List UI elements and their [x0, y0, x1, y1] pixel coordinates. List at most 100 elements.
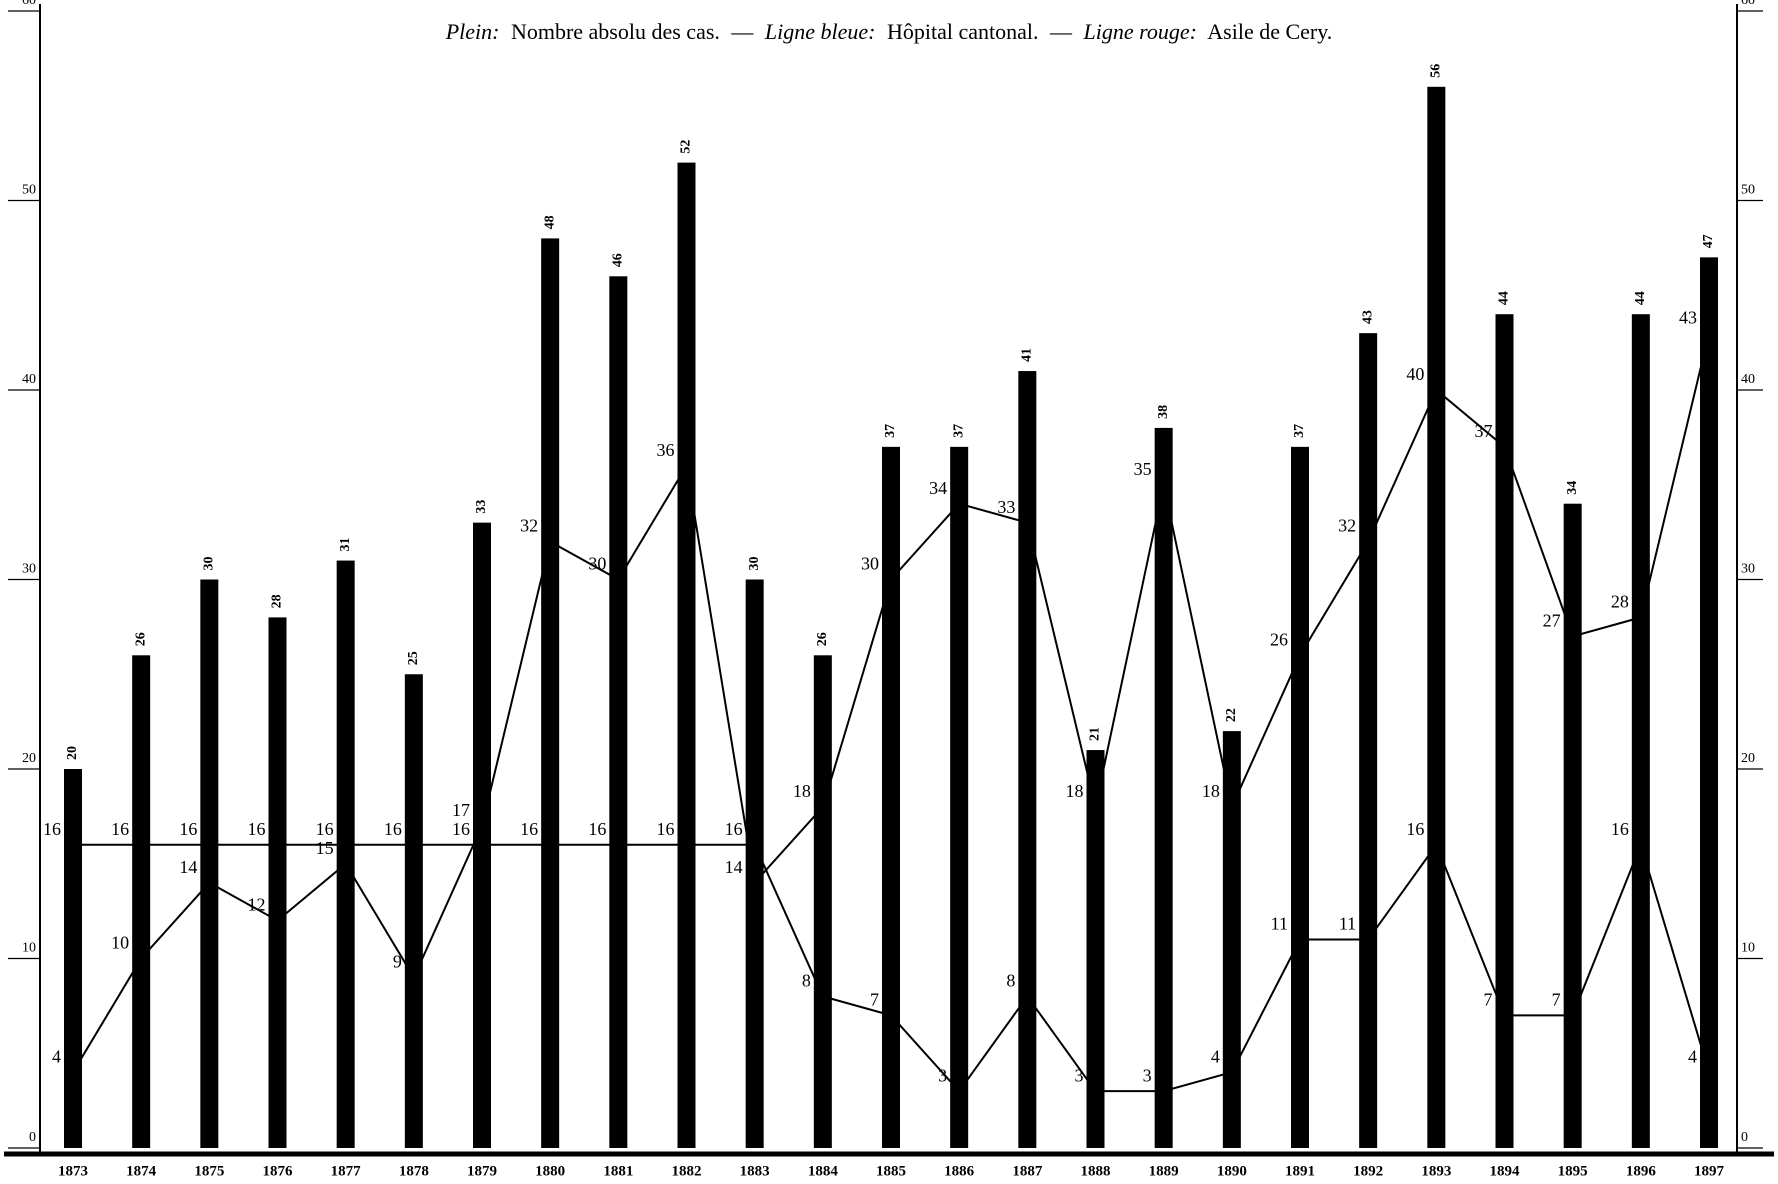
bar: [541, 238, 560, 1148]
bar-value-label: 34: [1565, 481, 1580, 495]
point-value-label: 16: [452, 819, 470, 839]
bar-value-label: 37: [1292, 424, 1307, 438]
x-tick-label: 1895: [1558, 1163, 1588, 1179]
y-tick-label: 40: [22, 372, 36, 387]
legend-separator: —: [730, 19, 754, 44]
bar: [1563, 503, 1582, 1148]
bar: [1427, 86, 1446, 1148]
bar: [609, 276, 628, 1148]
bar: [1018, 371, 1037, 1148]
bar-value-label: 37: [883, 424, 898, 438]
bar-value-label: 48: [542, 215, 557, 229]
point-value-label: 43: [1679, 307, 1697, 327]
x-tick-label: 1885: [876, 1163, 906, 1179]
legend-key: Plein:: [445, 19, 500, 44]
legend-separator: —: [1049, 19, 1073, 44]
x-tick-label: 1881: [603, 1163, 633, 1179]
bar: [1222, 731, 1241, 1148]
y-tick-label: 10: [22, 941, 36, 956]
point-value-label: 17: [452, 800, 470, 820]
x-tick-label: 1896: [1626, 1163, 1657, 1179]
bar-value-label: 43: [1360, 310, 1375, 324]
point-value-label: 16: [43, 819, 61, 839]
point-value-label: 32: [1338, 516, 1356, 536]
bar-value-label: 44: [1633, 291, 1648, 305]
point-value-label: 3: [1143, 1065, 1152, 1085]
y-tick-label-right: 0: [1741, 1130, 1748, 1145]
y-tick-label-right: 50: [1741, 183, 1755, 198]
bar: [950, 446, 969, 1149]
bar: [1359, 333, 1378, 1148]
point-value-label: 12: [248, 895, 266, 915]
point-value-label: 16: [520, 819, 538, 839]
point-value-label: 10: [111, 933, 129, 953]
point-value-label: 14: [179, 857, 197, 877]
x-tick-label: 1883: [740, 1163, 770, 1179]
bar-value-label: 31: [338, 538, 353, 552]
point-value-label: 4: [1688, 1046, 1697, 1066]
point-value-label: 8: [802, 971, 811, 991]
point-value-label: 32: [520, 516, 538, 536]
legend-label: Asile de Cery.: [1207, 19, 1332, 44]
y-tick-label: 60: [22, 0, 36, 8]
bar-value-label: 20: [65, 746, 80, 760]
point-value-label: 4: [52, 1046, 61, 1066]
bar-value-label: 41: [1020, 348, 1035, 362]
x-tick-label: 1890: [1217, 1163, 1247, 1179]
y-tick-label-right: 30: [1741, 562, 1755, 577]
bar: [200, 579, 219, 1148]
bar-value-label: 37: [951, 424, 966, 438]
line: [73, 841, 1710, 1093]
bar-value-label: 22: [1224, 708, 1239, 722]
bar: [1086, 750, 1105, 1148]
x-tick-label: 1880: [535, 1163, 565, 1179]
x-tick-label: 1882: [672, 1163, 702, 1179]
bar: [404, 674, 423, 1148]
bar: [1631, 314, 1650, 1148]
bar: [1291, 446, 1309, 1149]
y-tick-label: 50: [22, 183, 36, 198]
bar: [745, 579, 764, 1148]
line: [72, 332, 1710, 1073]
point-value-label: 9: [393, 952, 402, 972]
bar-value-label: 56: [1429, 64, 1444, 78]
y-tick-label: 30: [22, 562, 36, 577]
bar-value-label: 47: [1701, 234, 1716, 248]
bar-value-label: 30: [202, 557, 217, 571]
bar-value-label: 33: [474, 500, 489, 514]
point-value-label: 18: [793, 781, 811, 801]
point-value-label: 11: [1271, 914, 1288, 934]
point-value-label: 4: [1211, 1046, 1220, 1066]
point-value-label: 27: [1543, 610, 1561, 630]
point-value-label: 3: [1075, 1065, 1084, 1085]
y-tick-label-right: 40: [1741, 372, 1755, 387]
legend-label: Nombre absolu des cas.: [511, 19, 720, 44]
y-tick-label-right: 60: [1741, 0, 1755, 8]
y-tick-label: 20: [22, 751, 36, 766]
bar-value-label: 26: [815, 632, 830, 646]
bar-value-label: 44: [1497, 291, 1512, 305]
point-value-label: 7: [1484, 989, 1493, 1009]
point-value-label: 18: [1066, 781, 1084, 801]
x-tick-label: 1873: [58, 1163, 88, 1179]
point-value-label: 34: [929, 478, 947, 498]
point-value-label: 26: [1270, 629, 1288, 649]
bar: [677, 162, 696, 1149]
point-value-label: 7: [870, 989, 879, 1009]
point-value-label: 3: [938, 1065, 947, 1085]
point-value-label: 16: [111, 819, 129, 839]
bar-value-label: 30: [747, 557, 762, 571]
point-value-label: 16: [179, 819, 197, 839]
x-tick-label: 1891: [1285, 1163, 1315, 1179]
x-tick-label: 1887: [1012, 1163, 1043, 1179]
bar-value-label: 46: [611, 253, 626, 267]
x-tick-label: 1889: [1149, 1163, 1179, 1179]
bar: [268, 617, 287, 1148]
point-value-label: 35: [1134, 459, 1152, 479]
y-tick-label-right: 10: [1741, 941, 1755, 956]
bar-value-label: 28: [270, 594, 285, 608]
point-value-label: 33: [997, 497, 1015, 517]
point-value-label: 16: [1406, 819, 1424, 839]
bar: [64, 769, 82, 1148]
bar-value-label: 26: [133, 632, 148, 646]
